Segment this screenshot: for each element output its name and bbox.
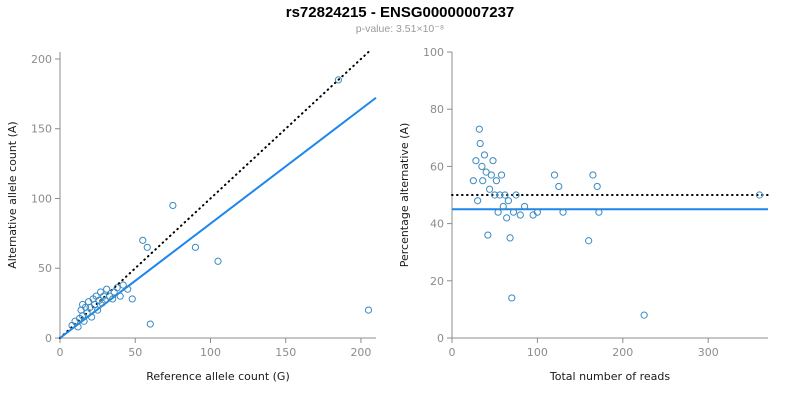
x-tick-label: 0 bbox=[57, 346, 64, 359]
data-point bbox=[103, 285, 111, 293]
charts-row: 0 50 100 150 200 0 50 100 150 200 Reference allele… bbox=[0, 38, 800, 394]
data-point bbox=[555, 182, 563, 191]
y-tick-label: 50 bbox=[38, 262, 52, 275]
data-point bbox=[496, 191, 504, 199]
data-point bbox=[110, 288, 118, 296]
data-point bbox=[491, 191, 499, 199]
data-point bbox=[484, 231, 492, 239]
data-point bbox=[506, 234, 514, 242]
x-axis-label: Total number of reads bbox=[549, 370, 670, 383]
data-point bbox=[593, 182, 601, 191]
data-point bbox=[191, 243, 200, 251]
data-point bbox=[504, 197, 512, 205]
data-point bbox=[97, 288, 105, 296]
data-point bbox=[124, 285, 132, 293]
left-scatter-allele-counts: 0 50 100 150 200 0 50 100 150 200 Reference allele… bbox=[0, 38, 392, 394]
x-tick-label: 150 bbox=[275, 346, 296, 359]
figure-header: rs72824215 - ENSG00000007237 p-value: 3.… bbox=[0, 4, 800, 35]
right-scatter-percentage-reads: 0 100 200 300 0 20 40 60 80 100 Total number of re… bbox=[392, 38, 784, 394]
data-point bbox=[101, 296, 109, 304]
data-point bbox=[589, 171, 597, 179]
data-point bbox=[492, 177, 501, 185]
data-point bbox=[334, 76, 342, 84]
data-point bbox=[476, 139, 484, 148]
data-point bbox=[640, 311, 648, 319]
data-point bbox=[487, 171, 495, 179]
x-tick-label: 100 bbox=[200, 346, 221, 359]
data-point bbox=[474, 197, 482, 205]
data-point bbox=[595, 208, 603, 216]
y-tick-label: 60 bbox=[430, 160, 444, 173]
data-point bbox=[214, 257, 222, 265]
y-tick-label: 40 bbox=[430, 218, 444, 231]
y-axis-label: Percentage alternative (A) bbox=[398, 123, 411, 268]
y-tick-label: 150 bbox=[31, 123, 52, 136]
y-tick-label: 200 bbox=[31, 53, 52, 66]
data-point bbox=[116, 292, 124, 300]
data-point bbox=[494, 208, 502, 216]
data-point bbox=[139, 236, 147, 244]
x-tick-label: 200 bbox=[350, 346, 371, 359]
data-point bbox=[80, 317, 88, 325]
figure-title: rs72824215 - ENSG00000007237 bbox=[285, 4, 515, 21]
data-point bbox=[489, 157, 497, 165]
data-point bbox=[169, 201, 177, 210]
data-point bbox=[585, 237, 593, 245]
x-axis-label: Reference allele count (G) bbox=[146, 370, 289, 383]
data-point bbox=[364, 306, 373, 314]
x-tick-label: 100 bbox=[527, 346, 548, 359]
data-point bbox=[475, 125, 483, 133]
data-point bbox=[559, 208, 567, 216]
y-tick-label: 100 bbox=[31, 192, 52, 205]
y-tick-label: 0 bbox=[45, 332, 52, 345]
data-point bbox=[755, 191, 764, 199]
x-tick-label: 0 bbox=[449, 346, 456, 359]
allele-counts-svg: 0 50 100 150 200 0 50 100 150 200 Reference allele… bbox=[6, 51, 377, 383]
data-point bbox=[91, 300, 99, 309]
data-point bbox=[143, 243, 151, 251]
data-point bbox=[478, 162, 486, 170]
figure-subtitle: p-value: 3.51×10⁻⁸ bbox=[355, 23, 445, 35]
data-point bbox=[533, 208, 542, 216]
x-tick-label: 200 bbox=[612, 346, 633, 359]
data-point bbox=[520, 202, 529, 211]
data-point bbox=[83, 309, 91, 317]
data-point bbox=[472, 157, 480, 165]
data-point bbox=[88, 313, 96, 321]
data-point bbox=[512, 191, 520, 199]
y-axis-label: Alternative allele count (A) bbox=[6, 121, 19, 268]
data-point bbox=[128, 295, 136, 303]
data-point bbox=[146, 320, 154, 328]
data-point bbox=[508, 294, 516, 302]
x-tick-label: 50 bbox=[128, 346, 142, 359]
y-tick-label: 20 bbox=[430, 275, 444, 288]
data-point bbox=[74, 323, 82, 331]
data-point bbox=[100, 292, 108, 300]
x-tick-label: 300 bbox=[698, 346, 719, 359]
data-point bbox=[516, 211, 524, 219]
data-point bbox=[94, 306, 102, 314]
data-point bbox=[499, 202, 507, 211]
data-point bbox=[480, 151, 489, 159]
data-point bbox=[550, 171, 559, 179]
data-point bbox=[503, 214, 511, 222]
data-point bbox=[479, 177, 487, 185]
y-tick-label: 100 bbox=[423, 46, 444, 59]
data-point bbox=[469, 177, 477, 185]
data-point bbox=[497, 171, 506, 179]
data-point bbox=[509, 208, 518, 216]
y-tick-label: 0 bbox=[437, 332, 444, 345]
y-tick-label: 80 bbox=[430, 103, 444, 116]
data-point bbox=[501, 191, 509, 199]
data-point bbox=[109, 295, 117, 303]
data-point bbox=[119, 281, 127, 289]
data-point bbox=[113, 284, 121, 292]
data-point bbox=[485, 185, 494, 193]
